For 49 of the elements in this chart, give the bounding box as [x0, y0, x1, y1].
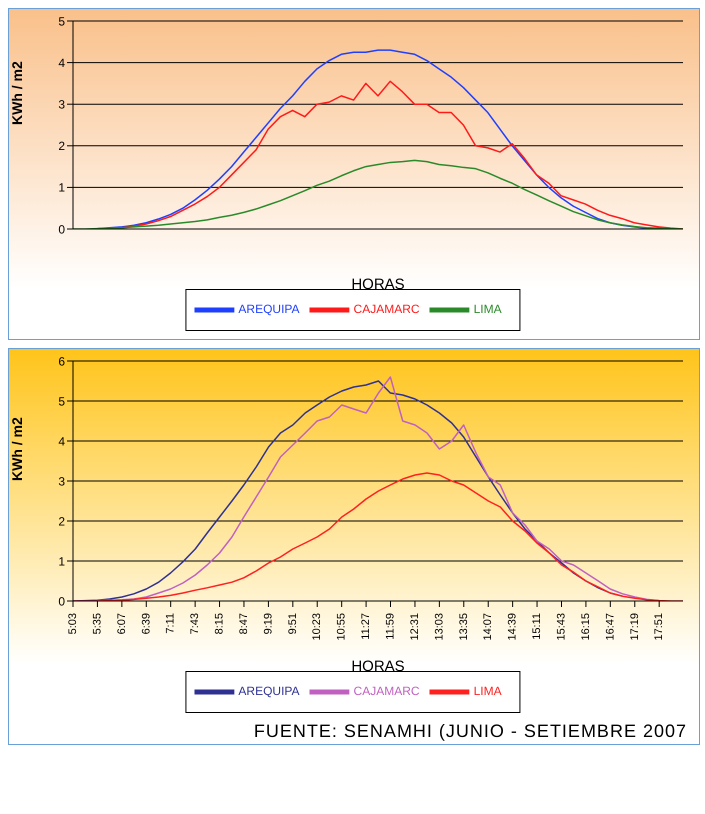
x-tick-label: 17:51: [653, 613, 666, 641]
legend-label: LIMA: [474, 302, 502, 316]
x-tick-label: 15:43: [556, 613, 568, 641]
y-tick-label: 6: [58, 354, 66, 368]
legend-label: AREQUIPA: [238, 302, 300, 316]
x-tick-label: 10:23: [311, 613, 324, 641]
y-tick-label: 3: [58, 474, 66, 488]
y-tick-label: 4: [58, 434, 66, 448]
x-tick-label: 15:11: [531, 613, 544, 640]
x-axis-title: HORAS: [351, 658, 405, 675]
y-tick-label: 5: [58, 14, 66, 28]
x-tick-label: 8:47: [238, 613, 250, 634]
x-tick-label: 9:51: [286, 613, 299, 634]
y-tick-label: 0: [58, 594, 66, 608]
y-tick-label: 1: [58, 180, 66, 195]
x-tick-label: 17:19: [628, 613, 641, 641]
x-tick-label: 13:35: [458, 613, 470, 641]
x-tick-label: 16:47: [604, 613, 616, 641]
x-axis-title: HORAS: [351, 276, 405, 293]
x-tick-label: 12:31: [408, 613, 421, 641]
y-tick-label: 0: [58, 222, 66, 236]
legend-label: CAJAMARC: [354, 302, 420, 316]
y-tick-label: 1: [58, 554, 66, 568]
x-tick-label: 7:11: [164, 613, 177, 634]
x-tick-label: 11:59: [384, 613, 396, 640]
x-tick-label: 5:35: [91, 613, 104, 634]
y-tick-label: 5: [58, 394, 66, 408]
legend-label: LIMA: [474, 684, 502, 698]
y-axis-title: KWh / m2: [8, 417, 25, 481]
x-tick-label: 6:39: [140, 613, 152, 634]
x-tick-label: 16:15: [580, 613, 592, 641]
x-tick-label: 11:27: [360, 613, 372, 640]
y-tick-label: 4: [58, 56, 66, 70]
x-tick-label: 14:07: [482, 613, 494, 641]
y-axis-title: KWh / m2: [8, 61, 25, 125]
x-tick-label: 14:39: [506, 613, 519, 641]
x-tick-label: 10:55: [336, 613, 348, 641]
x-tick-label: 5:03: [67, 613, 79, 634]
x-tick-label: 7:43: [189, 613, 202, 634]
y-tick-label: 2: [58, 139, 66, 154]
y-tick-label: 3: [58, 97, 66, 112]
x-tick-label: 8:15: [214, 613, 226, 634]
source-note: FUENTE: SENAMHI (JUNIO - SETIEMBRE 2007: [252, 721, 688, 743]
x-tick-label: 13:03: [433, 613, 446, 641]
x-tick-label: 9:19: [262, 613, 274, 634]
legend-label: AREQUIPA: [238, 684, 300, 698]
y-tick-label: 2: [58, 514, 66, 528]
legend-label: CAJAMARC: [354, 684, 420, 698]
x-tick-label: 6:07: [116, 613, 128, 634]
